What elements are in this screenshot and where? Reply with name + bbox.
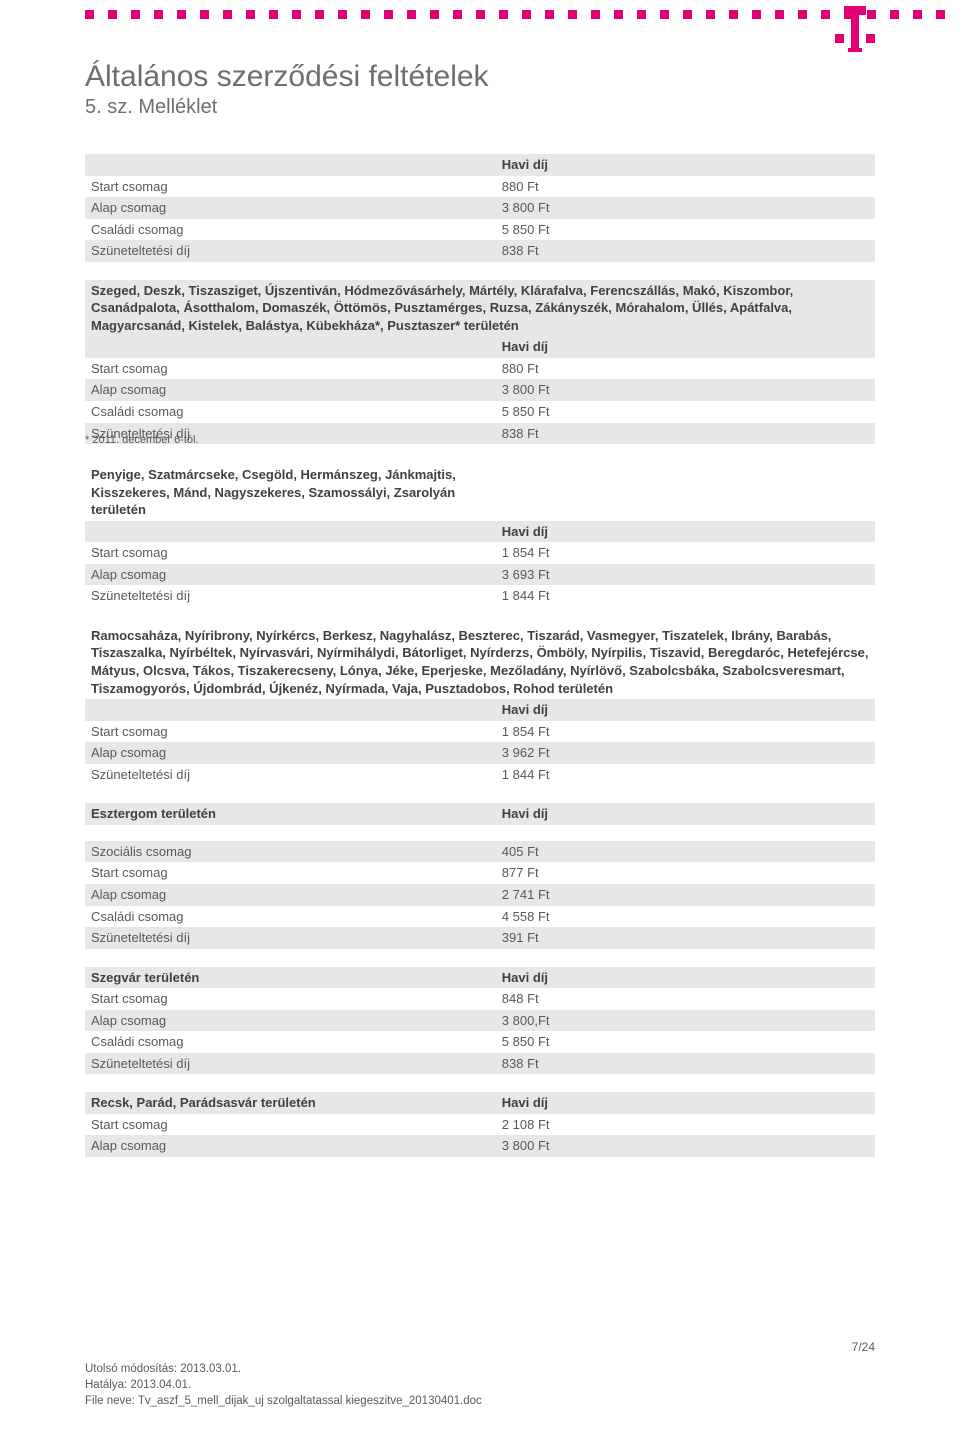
location-header: Recsk, Parád, Parádsasvár területén	[85, 1092, 496, 1114]
fee-header: Havi díj	[496, 1092, 875, 1114]
cell: 3 962 Ft	[496, 742, 875, 764]
cell: Családi csomag	[85, 906, 496, 928]
cell: Start csomag	[85, 721, 496, 743]
cell: 1 854 Ft	[496, 542, 875, 564]
table-1: Havi díj Start csomag880 Ft Alap csomag3…	[85, 154, 875, 262]
cell: Start csomag	[85, 862, 496, 884]
table-5: Esztergom területénHavi díj Szociális cs…	[85, 803, 875, 948]
cell: 2 108 Ft	[496, 1114, 875, 1136]
cell: 2 741 Ft	[496, 884, 875, 906]
fee-header: Havi díj	[496, 336, 875, 358]
cell: Szüneteltetési díj	[85, 1053, 496, 1075]
page-subtitle: 5. sz. Melléklet	[85, 96, 875, 119]
cell: 3 800,Ft	[496, 1010, 875, 1032]
cell: Családi csomag	[85, 219, 496, 241]
cell: Start csomag	[85, 542, 496, 564]
page-number: 7/24	[852, 1340, 875, 1354]
cell: 1 844 Ft	[496, 585, 875, 607]
location-header: Szeged, Deszk, Tiszasziget, Újszentiván,…	[85, 280, 875, 337]
cell: Start csomag	[85, 176, 496, 198]
cell: Szüneteltetési díj	[85, 240, 496, 262]
cell: Családi csomag	[85, 1031, 496, 1053]
cell: Szociális csomag	[85, 841, 496, 863]
cell: Start csomag	[85, 988, 496, 1010]
cell: Alap csomag	[85, 379, 496, 401]
cell	[85, 699, 496, 721]
cell: 3 800 Ft	[496, 379, 875, 401]
footer-line: Utolsó módosítás: 2013.03.01.	[85, 1361, 482, 1377]
cell: Szüneteltetési díj	[85, 585, 496, 607]
fee-header: Havi díj	[496, 967, 875, 989]
table-4: Havi díj Start csomag1 854 Ft Alap csoma…	[85, 699, 875, 785]
cell: 877 Ft	[496, 862, 875, 884]
cell: Alap csomag	[85, 1010, 496, 1032]
cell: 1 854 Ft	[496, 721, 875, 743]
cell: 838 Ft	[496, 1053, 875, 1075]
footer: Utolsó módosítás: 2013.03.01. Hatálya: 2…	[85, 1361, 482, 1409]
cell	[85, 521, 496, 543]
fee-header: Havi díj	[496, 154, 875, 176]
table-7: Recsk, Parád, Parádsasvár területénHavi …	[85, 1092, 875, 1157]
cell: Alap csomag	[85, 742, 496, 764]
footer-line: Hatálya: 2013.04.01.	[85, 1377, 482, 1393]
cell: Alap csomag	[85, 884, 496, 906]
cell: Szüneteltetési díj	[85, 764, 496, 786]
cell: 5 850 Ft	[496, 1031, 875, 1053]
cell: 3 800 Ft	[496, 1135, 875, 1157]
page-title: Általános szerződési feltételek	[85, 60, 875, 94]
table-6: Szegvár területénHavi díj Start csomag84…	[85, 967, 875, 1075]
cell: 5 850 Ft	[496, 219, 875, 241]
cell: Start csomag	[85, 358, 496, 380]
cell: 4 558 Ft	[496, 906, 875, 928]
fee-header: Havi díj	[496, 803, 875, 825]
cell: 3 800 Ft	[496, 197, 875, 219]
cell: Start csomag	[85, 1114, 496, 1136]
cell: Alap csomag	[85, 1135, 496, 1157]
cell: 1 844 Ft	[496, 764, 875, 786]
cell	[85, 336, 496, 358]
telekom-logo-icon	[835, 6, 875, 59]
footnote: * 2011. december 6-tól.	[85, 434, 875, 446]
cell: Alap csomag	[85, 564, 496, 586]
page-content: Általános szerződési feltételek 5. sz. M…	[85, 60, 875, 1175]
cell: 838 Ft	[496, 240, 875, 262]
location-header: Esztergom területén	[85, 803, 496, 825]
table-3: Havi díj Start csomag1 854 Ft Alap csoma…	[85, 521, 875, 607]
cell: Családi csomag	[85, 401, 496, 423]
fee-header: Havi díj	[496, 521, 875, 543]
location-header: Penyige, Szatmárcseke, Csegöld, Hermánsz…	[85, 464, 496, 521]
cell: 3 693 Ft	[496, 564, 875, 586]
cell: 880 Ft	[496, 358, 875, 380]
cell: Alap csomag	[85, 197, 496, 219]
cell: 391 Ft	[496, 927, 875, 949]
cell: 880 Ft	[496, 176, 875, 198]
cell: 848 Ft	[496, 988, 875, 1010]
footer-line: File neve: Tv_aszf_5_mell_dijak_uj szolg…	[85, 1393, 482, 1409]
cell	[85, 154, 496, 176]
location-header: Ramocsaháza, Nyíribrony, Nyírkércs, Berk…	[85, 625, 875, 699]
table-2: Szeged, Deszk, Tiszasziget, Újszentiván,…	[85, 280, 875, 444]
cell: Szüneteltetési díj	[85, 927, 496, 949]
fee-header: Havi díj	[496, 699, 875, 721]
top-dots	[0, 10, 960, 30]
cell: 405 Ft	[496, 841, 875, 863]
cell: 5 850 Ft	[496, 401, 875, 423]
location-header: Szegvár területén	[85, 967, 496, 989]
